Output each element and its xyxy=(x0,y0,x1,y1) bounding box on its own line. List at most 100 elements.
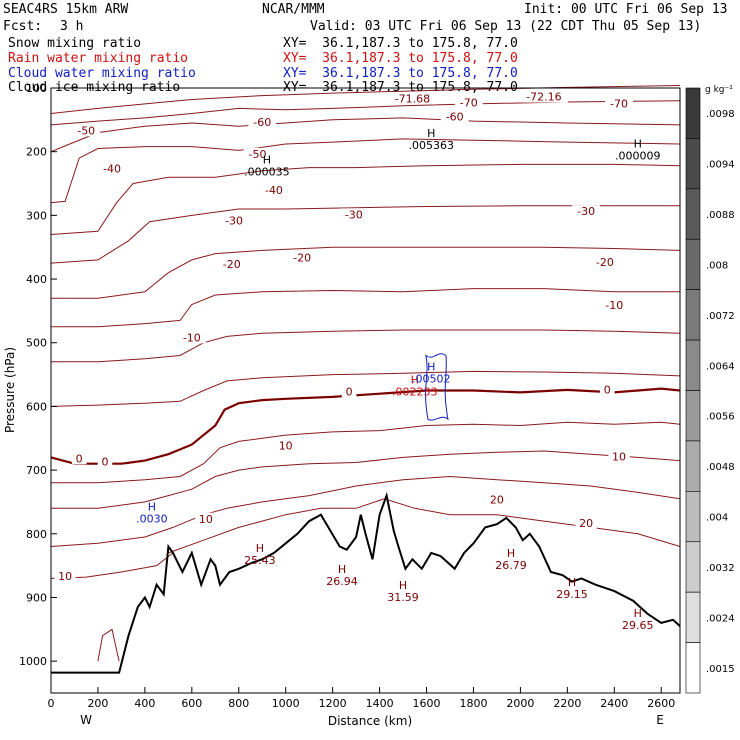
high-marker-value: 26.79 xyxy=(495,559,527,572)
high-marker-value: .002233 xyxy=(392,385,438,398)
contour-label: -30 xyxy=(345,208,363,221)
high-marker-h: H xyxy=(634,607,642,620)
y-axis: 100 200 300 400 500 600 700 800 900 1000 xyxy=(19,82,57,668)
contour-label-bg xyxy=(220,214,248,227)
terrain-profile xyxy=(51,491,681,674)
contour-label: -50 xyxy=(77,124,95,137)
contour-label-bg xyxy=(600,298,629,311)
contour-line xyxy=(51,421,681,484)
high-marker-h: H xyxy=(427,361,435,374)
colorbar: .0098 .0094 .0088 .008 .0072 .0064 .0056 .0048.… xyxy=(685,87,735,694)
contour-line xyxy=(50,387,681,465)
contour-label: -70 xyxy=(460,96,478,109)
field-label-snow: Snow mixing ratio xyxy=(8,36,142,51)
contour-label-bg xyxy=(575,517,597,530)
y-tick-label: 700 xyxy=(26,464,47,477)
contour-label: 10 xyxy=(279,440,293,453)
contour-line xyxy=(50,138,681,204)
colorbar-swatch xyxy=(685,87,701,139)
contour-label-bg xyxy=(341,385,357,398)
colorbar-swatch xyxy=(685,491,701,543)
contour-label: 10 xyxy=(58,570,72,583)
x-tick-label: 1000 xyxy=(272,697,300,710)
contour-line xyxy=(50,475,681,547)
colorbar-swatch xyxy=(685,440,701,492)
contour-label: 0 xyxy=(604,384,611,397)
x-axis: 0 200 400 600 800 1000 1200 1400 1600 1800 2000 220… xyxy=(48,687,675,710)
x-tick-label: 2000 xyxy=(506,697,534,710)
contour-label-bg xyxy=(248,116,277,129)
high-marker-value: .000035 xyxy=(244,166,290,179)
y-tick-label: 900 xyxy=(26,591,47,604)
colorbar-swatch xyxy=(685,188,701,240)
colorbar-swatch xyxy=(685,289,701,341)
contour-label: -10 xyxy=(605,299,623,312)
field-xy-cloud-water: XY= 36.1,187.3 to 175.8, 77.0 xyxy=(283,66,518,81)
contour-line xyxy=(50,205,680,264)
contour-label: 10 xyxy=(199,513,213,526)
colorbar-swatch xyxy=(685,541,701,593)
contour-label: -70 xyxy=(610,98,628,111)
contour-label: -60 xyxy=(253,116,271,129)
contour-label: 10 xyxy=(612,450,626,463)
y-tick-label: 800 xyxy=(26,528,47,541)
temperature-contours xyxy=(50,85,681,662)
contour-label-bg xyxy=(388,92,437,105)
contour-label: -40 xyxy=(265,184,283,197)
cloud-water-contour xyxy=(425,353,449,421)
high-marker-h: H xyxy=(148,501,156,514)
colorbar-label: .0048 xyxy=(706,462,735,473)
contour-label-bg xyxy=(71,452,87,465)
colorbar-unit: g kg⁻¹ xyxy=(705,85,733,95)
field-label-cloud-water: Cloud water mixing ratio xyxy=(8,66,196,81)
colorbar-label: .0098 xyxy=(706,109,735,120)
contour-label: -72.16 xyxy=(526,91,561,104)
contour-label-bg xyxy=(275,439,297,452)
contour-line xyxy=(50,370,681,407)
contour-label-bg xyxy=(243,147,272,160)
high-marker-h: H xyxy=(427,127,435,140)
contour-label-bg xyxy=(195,512,217,525)
contour-label-bg xyxy=(520,90,568,103)
y-tick-label: 100 xyxy=(26,82,47,95)
contour-label-bg xyxy=(454,96,483,109)
colorbar-swatch xyxy=(685,138,701,190)
contour-line xyxy=(51,450,681,509)
contour-label-bg xyxy=(486,493,508,506)
x-tick-label: 600 xyxy=(181,697,202,710)
x-tick-label: 2600 xyxy=(647,697,675,710)
contour-label: -50 xyxy=(249,148,267,161)
y-tick-label: 400 xyxy=(26,273,47,286)
high-marker-value: 31.59 xyxy=(387,591,419,604)
contour-line xyxy=(50,85,681,114)
high-marker-h: H xyxy=(507,547,515,560)
y-tick-label: 200 xyxy=(26,146,47,159)
contour-label-bg xyxy=(54,570,76,583)
y-tick-label: 600 xyxy=(26,400,47,413)
x-tick-label: 1800 xyxy=(459,697,487,710)
contour-label-bg xyxy=(599,383,615,396)
init-time: Init: 00 UTC Fri 06 Sep 13 xyxy=(524,2,728,17)
fcst-value: 3 h xyxy=(60,19,84,34)
contour-label: -71.68 xyxy=(395,92,430,105)
high-marker-h: H xyxy=(338,563,346,576)
contour-label: -20 xyxy=(596,256,614,269)
high-markers: H.005363 H.000009H.000035H.002233H.00502H… xyxy=(136,127,660,632)
colorbar-label: .0072 xyxy=(706,311,735,322)
field-xy-snow: XY= 36.1,187.3 to 175.8, 77.0 xyxy=(283,36,518,51)
high-marker-h: H xyxy=(568,576,576,589)
colorbar-swatch xyxy=(685,642,701,694)
high-marker-value: 26.94 xyxy=(326,575,358,588)
high-marker-value: .00502 xyxy=(412,373,451,386)
east-label: E xyxy=(656,713,664,727)
field-label-rain: Rain water mixing ratio xyxy=(8,51,189,66)
fcst-label: Fcst: xyxy=(3,19,43,34)
contour-label: 0 xyxy=(76,452,83,465)
high-marker-h: H xyxy=(411,373,419,386)
contour-label-bg xyxy=(590,256,619,269)
x-tick-label: 200 xyxy=(87,697,108,710)
colorbar-swatch xyxy=(685,339,701,391)
contour-label-bg xyxy=(97,455,113,468)
contour-label: -30 xyxy=(577,205,595,218)
